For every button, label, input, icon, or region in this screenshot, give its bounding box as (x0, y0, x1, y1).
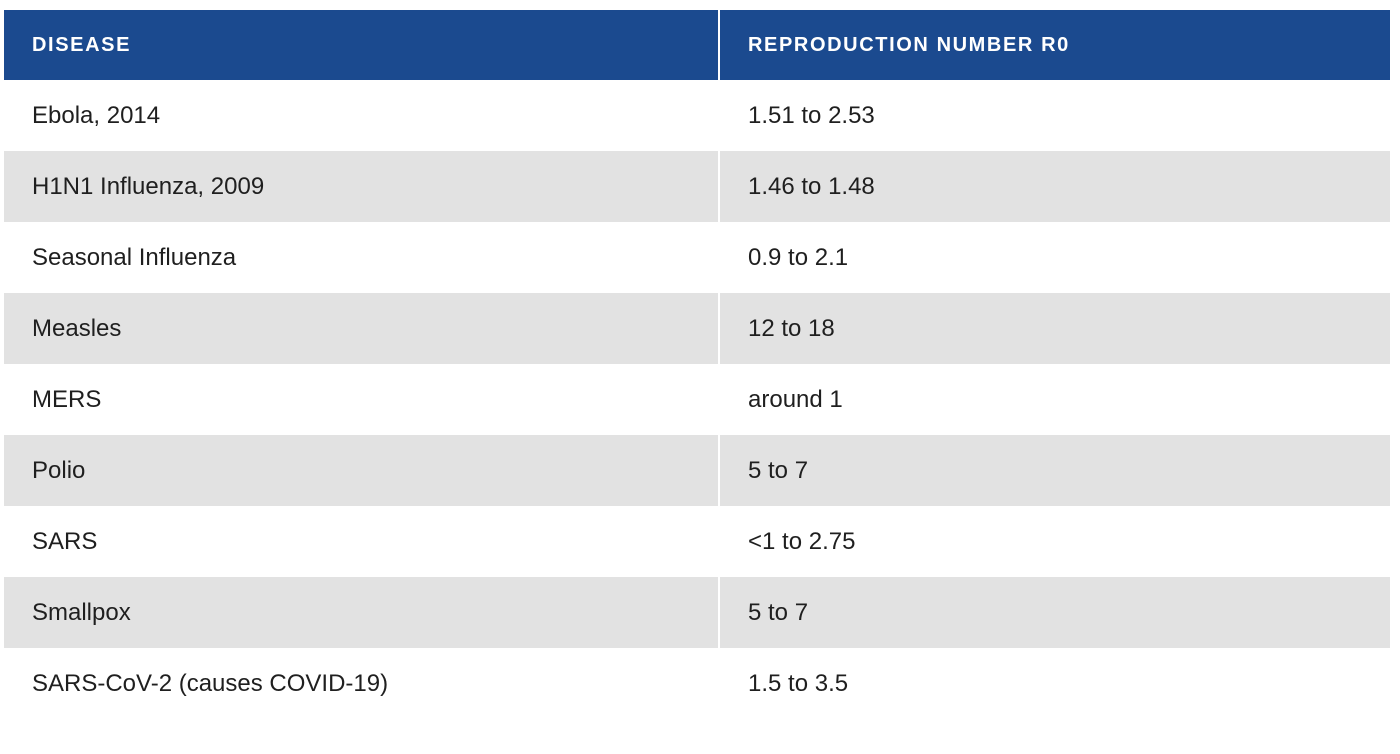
r0-cell: 5 to 7 (720, 435, 1390, 506)
table-row: Smallpox 5 to 7 (4, 577, 1390, 648)
header-reproduction-number: REPRODUCTION NUMBER R0 (720, 10, 1390, 80)
r0-cell: around 1 (720, 364, 1390, 435)
header-disease: DISEASE (4, 10, 718, 80)
table-row: MERS around 1 (4, 364, 1390, 435)
disease-cell: Polio (4, 435, 718, 506)
table-row: H1N1 Influenza, 2009 1.46 to 1.48 (4, 151, 1390, 222)
r0-cell: 12 to 18 (720, 293, 1390, 364)
r0-cell: <1 to 2.75 (720, 506, 1390, 577)
table-row: Ebola, 2014 1.51 to 2.53 (4, 80, 1390, 151)
table-row: Measles 12 to 18 (4, 293, 1390, 364)
table-header-row: DISEASE REPRODUCTION NUMBER R0 (4, 10, 1390, 80)
table-row: Seasonal Influenza 0.9 to 2.1 (4, 222, 1390, 293)
disease-cell: Measles (4, 293, 718, 364)
r0-cell: 1.51 to 2.53 (720, 80, 1390, 151)
disease-cell: Ebola, 2014 (4, 80, 718, 151)
disease-cell: Smallpox (4, 577, 718, 648)
table-row: SARS <1 to 2.75 (4, 506, 1390, 577)
disease-cell: Seasonal Influenza (4, 222, 718, 293)
r0-cell: 5 to 7 (720, 577, 1390, 648)
disease-cell: SARS (4, 506, 718, 577)
table-row: Polio 5 to 7 (4, 435, 1390, 506)
r0-cell: 1.5 to 3.5 (720, 648, 1390, 719)
disease-cell: MERS (4, 364, 718, 435)
disease-cell: SARS-CoV-2 (causes COVID-19) (4, 648, 718, 719)
r0-table: DISEASE REPRODUCTION NUMBER R0 Ebola, 20… (4, 10, 1390, 719)
r0-cell: 1.46 to 1.48 (720, 151, 1390, 222)
disease-cell: H1N1 Influenza, 2009 (4, 151, 718, 222)
table-row: SARS-CoV-2 (causes COVID-19) 1.5 to 3.5 (4, 648, 1390, 719)
r0-cell: 0.9 to 2.1 (720, 222, 1390, 293)
